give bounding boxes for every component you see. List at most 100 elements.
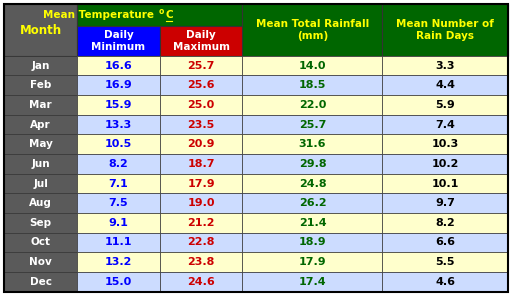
- Bar: [77, 4, 242, 26]
- Text: 9.1: 9.1: [109, 218, 129, 228]
- Text: C: C: [166, 10, 174, 20]
- Bar: [382, 115, 508, 134]
- Text: 21.4: 21.4: [298, 218, 326, 228]
- Bar: [160, 134, 242, 154]
- Text: 7.5: 7.5: [109, 198, 129, 208]
- Text: 6.6: 6.6: [435, 237, 455, 247]
- Text: Mean Temperature: Mean Temperature: [42, 10, 157, 20]
- Bar: [4, 134, 77, 154]
- Bar: [382, 4, 508, 56]
- Text: 10.3: 10.3: [432, 139, 459, 149]
- Text: 22.8: 22.8: [187, 237, 215, 247]
- Bar: [160, 75, 242, 95]
- Bar: [77, 26, 160, 56]
- Bar: [4, 233, 77, 252]
- Bar: [160, 115, 242, 134]
- Bar: [382, 75, 508, 95]
- Bar: [77, 134, 160, 154]
- Bar: [160, 95, 242, 115]
- Text: 10.1: 10.1: [432, 178, 459, 189]
- Text: 31.6: 31.6: [298, 139, 326, 149]
- Bar: [242, 193, 382, 213]
- Bar: [77, 154, 160, 174]
- Bar: [242, 56, 382, 75]
- Bar: [242, 75, 382, 95]
- Bar: [77, 174, 160, 193]
- Text: Mar: Mar: [29, 100, 52, 110]
- Text: 26.2: 26.2: [298, 198, 326, 208]
- Text: 16.6: 16.6: [104, 61, 133, 71]
- Text: o: o: [158, 7, 164, 16]
- Text: 23.5: 23.5: [187, 120, 215, 130]
- Text: 19.0: 19.0: [187, 198, 215, 208]
- Bar: [382, 154, 508, 174]
- Bar: [77, 252, 160, 272]
- Text: 10.5: 10.5: [105, 139, 132, 149]
- Text: Jun: Jun: [31, 159, 50, 169]
- Bar: [242, 95, 382, 115]
- Bar: [160, 174, 242, 193]
- Text: 25.7: 25.7: [299, 120, 326, 130]
- Text: 17.4: 17.4: [298, 277, 326, 287]
- Text: Dec: Dec: [30, 277, 52, 287]
- Text: 25.7: 25.7: [187, 61, 215, 71]
- Text: Nov: Nov: [29, 257, 52, 267]
- Bar: [4, 75, 77, 95]
- Bar: [77, 213, 160, 233]
- Bar: [242, 134, 382, 154]
- Text: 3.3: 3.3: [435, 61, 455, 71]
- Text: 4.6: 4.6: [435, 277, 455, 287]
- Text: 24.6: 24.6: [187, 277, 215, 287]
- Bar: [160, 252, 242, 272]
- Text: May: May: [29, 139, 53, 149]
- Text: 25.6: 25.6: [187, 80, 215, 90]
- Bar: [382, 193, 508, 213]
- Text: Daily
Maximum: Daily Maximum: [173, 30, 229, 52]
- Bar: [77, 115, 160, 134]
- Bar: [242, 115, 382, 134]
- Text: 5.5: 5.5: [435, 257, 455, 267]
- Text: 20.9: 20.9: [187, 139, 215, 149]
- Bar: [382, 95, 508, 115]
- Bar: [242, 233, 382, 252]
- Bar: [77, 56, 160, 75]
- Text: 24.8: 24.8: [298, 178, 326, 189]
- Bar: [382, 233, 508, 252]
- Text: Daily
Minimum: Daily Minimum: [92, 30, 145, 52]
- Text: Aug: Aug: [29, 198, 52, 208]
- Text: Sep: Sep: [30, 218, 52, 228]
- Bar: [160, 154, 242, 174]
- Text: 10.2: 10.2: [432, 159, 459, 169]
- Bar: [160, 213, 242, 233]
- Text: 14.0: 14.0: [298, 61, 326, 71]
- Text: 8.2: 8.2: [435, 218, 455, 228]
- Text: Mean Total Rainfall
(mm): Mean Total Rainfall (mm): [256, 19, 369, 41]
- Bar: [4, 4, 77, 56]
- Text: 15.0: 15.0: [105, 277, 132, 287]
- Bar: [4, 174, 77, 193]
- Bar: [4, 154, 77, 174]
- Bar: [242, 4, 382, 56]
- Text: 17.9: 17.9: [298, 257, 326, 267]
- Bar: [382, 56, 508, 75]
- Text: 4.4: 4.4: [435, 80, 455, 90]
- Text: 23.8: 23.8: [187, 257, 215, 267]
- Bar: [242, 213, 382, 233]
- Bar: [4, 272, 77, 292]
- Text: Mean Number of
Rain Days: Mean Number of Rain Days: [396, 19, 494, 41]
- Bar: [77, 95, 160, 115]
- Text: 25.0: 25.0: [187, 100, 215, 110]
- Text: 15.9: 15.9: [105, 100, 132, 110]
- Bar: [160, 26, 242, 56]
- Text: 8.2: 8.2: [109, 159, 129, 169]
- Text: 7.1: 7.1: [109, 178, 129, 189]
- Bar: [160, 233, 242, 252]
- Bar: [160, 193, 242, 213]
- Text: Jul: Jul: [33, 178, 48, 189]
- Text: 22.0: 22.0: [299, 100, 326, 110]
- Bar: [77, 233, 160, 252]
- Bar: [77, 75, 160, 95]
- Text: Apr: Apr: [30, 120, 51, 130]
- Text: 9.7: 9.7: [435, 198, 455, 208]
- Bar: [382, 252, 508, 272]
